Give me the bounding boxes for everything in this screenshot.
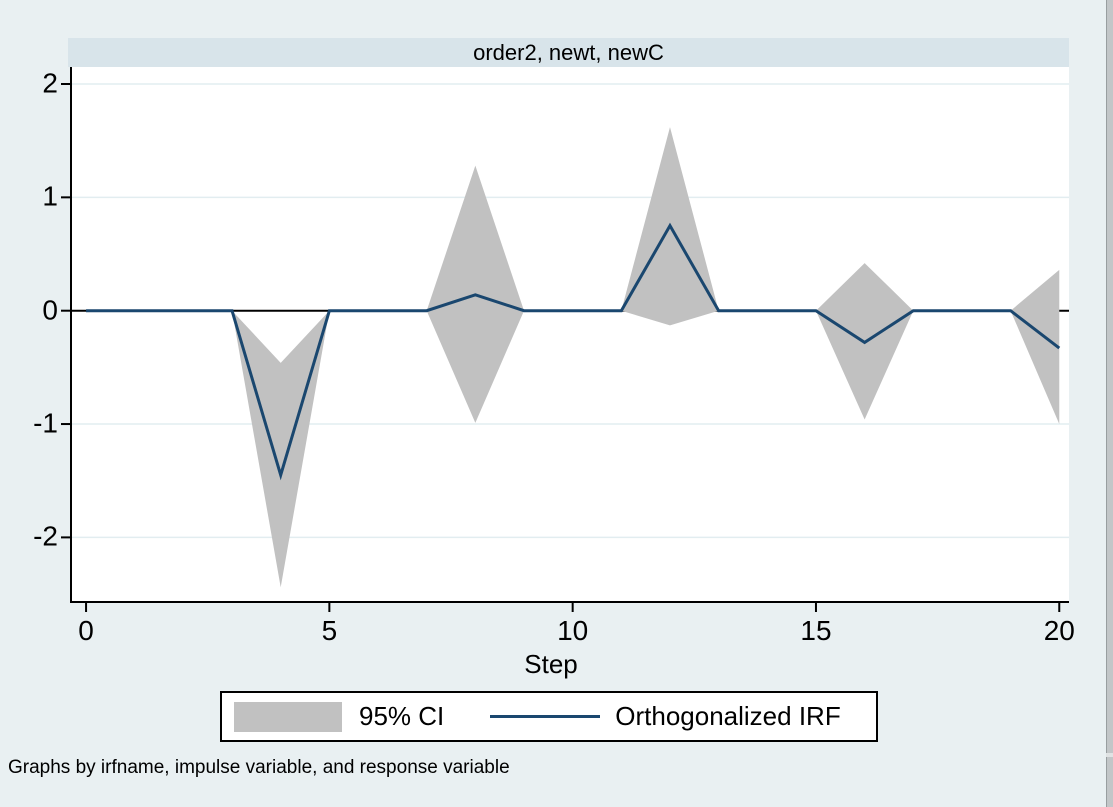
ci-swatch xyxy=(234,701,342,732)
y-tick-label: -2 xyxy=(33,520,58,552)
ci-legend-label: 95% CI xyxy=(359,701,445,731)
x-tick-label: 10 xyxy=(557,615,589,646)
window-edge-divider xyxy=(1106,753,1113,757)
x-tick-label: 20 xyxy=(1043,615,1075,646)
y-tick-label: 2 xyxy=(42,67,58,99)
irf-line xyxy=(86,222,1061,481)
graph-footnote: Graphs by irfname, impulse variable, and… xyxy=(8,757,510,778)
ci-band xyxy=(86,127,1060,588)
x-tick-label: 0 xyxy=(78,615,94,646)
legend: 95% CI Orthogonalized IRF xyxy=(220,691,878,742)
y-tick-label: 1 xyxy=(42,180,58,212)
subgraph-title: order2, newt, newC xyxy=(473,39,664,65)
x-axis-title: Step xyxy=(524,649,578,679)
x-tick-label: 5 xyxy=(321,615,338,646)
x-tick-label: 15 xyxy=(800,615,832,646)
y-tick-label: -1 xyxy=(33,407,58,439)
window-edge-strip[interactable] xyxy=(1106,0,1113,807)
y-tick-label: 0 xyxy=(42,294,58,326)
irf-line-sample xyxy=(490,715,601,718)
subgraph-title-band: order2, newt, newC xyxy=(68,38,1069,67)
irf-legend-label: Orthogonalized IRF xyxy=(615,701,841,731)
